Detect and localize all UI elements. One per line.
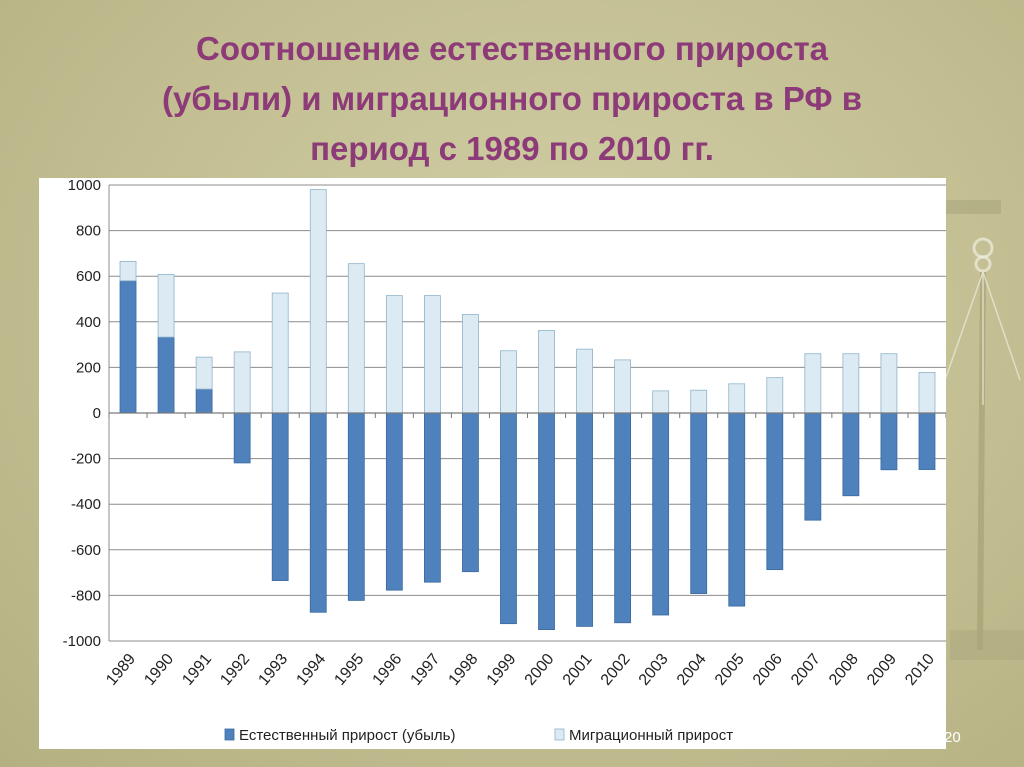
- legend-label-natural: Естественный прирост (убыль): [239, 727, 455, 744]
- x-tick-label: 2001: [560, 651, 596, 689]
- y-tick-label: 0: [93, 405, 101, 422]
- migration-bar: [728, 383, 746, 414]
- y-tick-label: 400: [76, 314, 101, 331]
- x-tick-label: 2003: [636, 651, 672, 689]
- x-tick-label: 1994: [293, 651, 329, 689]
- y-tick-label: -800: [71, 587, 101, 604]
- x-tick-label: 1993: [255, 651, 291, 689]
- x-tick-label: 2010: [902, 651, 938, 689]
- migration-bar: [157, 273, 175, 338]
- x-tick-label: 1992: [217, 651, 253, 689]
- y-tick-label: 600: [76, 268, 101, 285]
- natural-bar: [880, 412, 898, 471]
- x-tick-label: 2002: [598, 651, 634, 689]
- scales-decoration-icon: [935, 200, 1024, 660]
- migration-bar: [385, 295, 403, 414]
- migration-bar: [652, 390, 670, 414]
- natural-bar: [766, 412, 784, 571]
- y-tick-label: 800: [76, 223, 101, 240]
- x-tick-label: 2008: [826, 651, 862, 689]
- natural-bar: [195, 388, 213, 414]
- natural-bar: [842, 412, 860, 497]
- x-tick-label: 1995: [331, 651, 367, 689]
- x-tick-label: 2006: [750, 651, 786, 689]
- bar-chart: 10008006004002000-200-400-600-800-100019…: [63, 178, 946, 744]
- x-tick-label: 1997: [408, 651, 444, 689]
- natural-bar: [500, 412, 517, 625]
- migration-bar: [804, 353, 822, 414]
- y-tick-label: 1000: [68, 178, 101, 194]
- x-tick-label: 2005: [712, 651, 748, 689]
- migration-bar: [766, 377, 784, 414]
- legend-label-migration: Миграционный прирост: [569, 727, 733, 744]
- migration-bar: [233, 351, 251, 414]
- natural-bar: [119, 280, 137, 414]
- natural-bar: [652, 412, 670, 616]
- natural-bar: [538, 412, 555, 631]
- y-tick-label: 200: [76, 359, 101, 376]
- y-tick-label: -400: [71, 496, 101, 513]
- legend-swatch-natural: [224, 728, 235, 741]
- legend-swatch-migration: [554, 728, 565, 741]
- slide-title: Соотношение естественного прироста (убыл…: [40, 24, 984, 174]
- natural-bar: [423, 412, 441, 583]
- migration-bar: [462, 314, 479, 414]
- natural-bar: [385, 412, 403, 591]
- migration-bar: [690, 389, 708, 414]
- migration-bar: [918, 372, 936, 414]
- natural-bar: [690, 412, 708, 594]
- title-line-1: Соотношение естественного прироста: [195, 30, 829, 67]
- chart-panel: 1000 800 600 400 200 0 -200 -400 -600 -800 -1000 19…: [39, 178, 946, 749]
- natural-bar: [614, 412, 632, 624]
- y-tick-label: -200: [71, 451, 101, 468]
- x-tick-label: 1999: [484, 651, 520, 689]
- x-tick-label: 1991: [179, 651, 215, 689]
- migration-bar: [271, 292, 289, 414]
- x-tick-label: 1990: [141, 651, 177, 689]
- migration-bar: [500, 350, 517, 414]
- natural-bar: [347, 412, 365, 601]
- migration-bar: [614, 359, 632, 414]
- x-tick-label: 2007: [788, 651, 824, 689]
- natural-bar: [271, 412, 289, 581]
- x-tick-label: 2004: [674, 651, 710, 689]
- x-tick-label: 2009: [864, 651, 900, 689]
- x-tick-label: 1998: [446, 651, 482, 689]
- migration-bar: [423, 295, 441, 414]
- migration-bar: [195, 356, 213, 390]
- natural-bar: [462, 412, 479, 573]
- slide-number: 20: [944, 729, 961, 746]
- y-tick-label: -600: [71, 542, 101, 559]
- x-tick-label: 1989: [103, 651, 139, 689]
- x-tick-label: 1996: [370, 651, 406, 689]
- natural-bar: [157, 336, 175, 414]
- migration-bar: [119, 260, 137, 282]
- migration-bar: [309, 189, 327, 414]
- migration-bar: [880, 353, 898, 414]
- y-tick-label: -1000: [63, 633, 101, 650]
- migration-bar: [538, 330, 555, 414]
- natural-bar: [576, 412, 593, 627]
- natural-bar: [918, 412, 936, 470]
- natural-bar: [728, 412, 746, 607]
- x-tick-label: 2000: [522, 651, 558, 689]
- migration-bar: [576, 348, 593, 414]
- natural-bar: [804, 412, 822, 521]
- natural-bar: [309, 412, 327, 613]
- migration-bar: [842, 353, 860, 414]
- natural-bar: [233, 412, 251, 464]
- title-line-2: (убыли) и миграционного прироста в РФ в: [161, 80, 863, 117]
- title-line-3: период с 1989 по 2010 гг.: [310, 130, 714, 167]
- migration-bar: [347, 263, 365, 414]
